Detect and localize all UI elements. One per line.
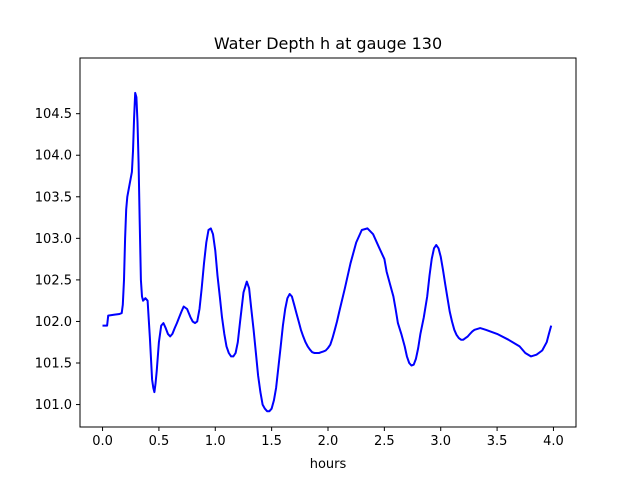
- x-tick-label: 3.5: [487, 434, 508, 449]
- y-tick-label: 101.5: [35, 357, 72, 372]
- y-tick-label: 102.5: [35, 273, 72, 288]
- y-tick-label: 104.0: [35, 149, 72, 164]
- y-tick-label: 101.0: [35, 398, 72, 413]
- x-tick-label: 2.0: [318, 434, 339, 449]
- x-tick-label: 0.5: [149, 434, 170, 449]
- y-tick-label: 103.0: [35, 232, 72, 247]
- x-tick-label: 1.0: [205, 434, 226, 449]
- x-tick-label: 4.0: [543, 434, 564, 449]
- chart-title: Water Depth h at gauge 130: [214, 34, 442, 53]
- y-tick-label: 103.5: [35, 190, 72, 205]
- y-tick-label: 104.5: [35, 107, 72, 122]
- x-tick-label: 0.0: [92, 434, 113, 449]
- x-tick-label: 2.5: [374, 434, 395, 449]
- plot-area: 0.0 0.5 1.0 1.5 2.0 2.5 3.0 3.5 4.0 101.0 101.5 102…: [35, 57, 577, 449]
- y-tick-label: 102.0: [35, 315, 72, 330]
- x-axis-label: hours: [310, 457, 347, 472]
- series-line-0: [102, 91, 553, 413]
- x-tick-label: 1.5: [261, 434, 282, 449]
- x-tick-label: 3.0: [430, 434, 451, 449]
